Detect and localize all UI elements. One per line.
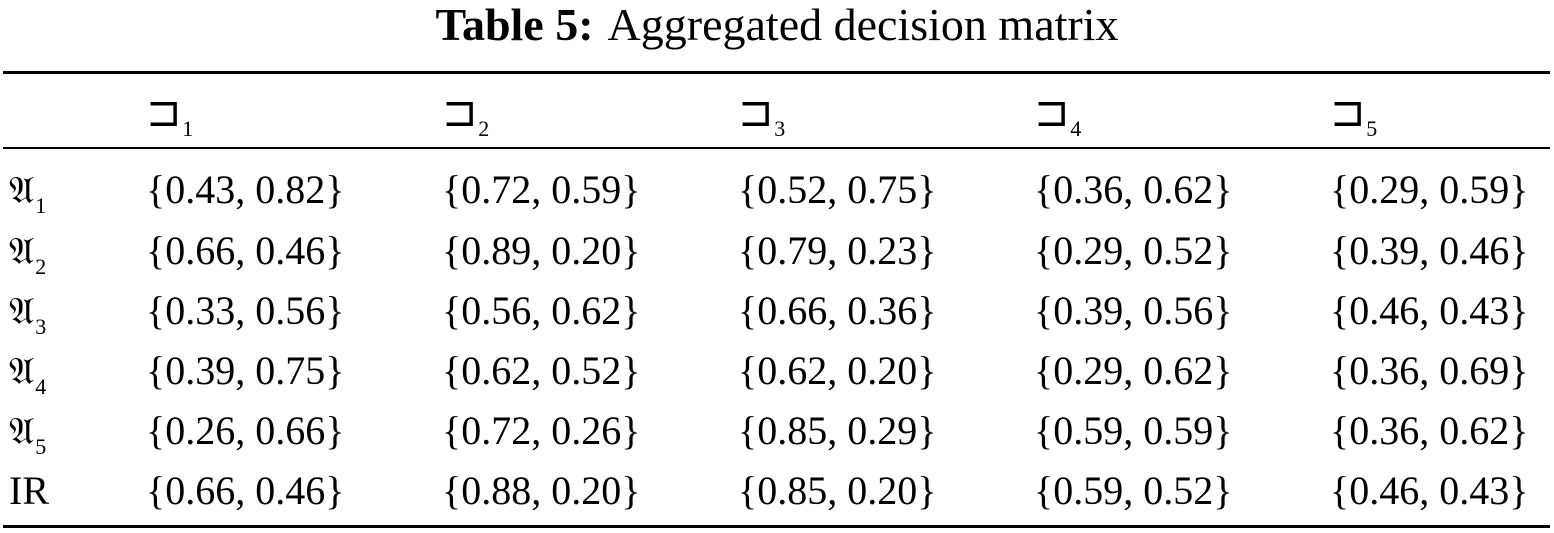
header-row: ⊐1 ⊐2 ⊐3 ⊐4 ⊐5	[3, 74, 1554, 148]
column-header: ⊐4	[1034, 74, 1330, 148]
table-cell: {0.59, 0.52}	[1034, 467, 1233, 513]
table-cell: {0.39, 0.75}	[146, 347, 345, 393]
table-number: Table 5:	[435, 0, 594, 50]
criterion-index: 2	[478, 115, 490, 141]
table-cell: {0.85, 0.29}	[738, 407, 937, 453]
table-cell: {0.79, 0.23}	[738, 227, 937, 273]
column-header: ⊐1	[146, 74, 442, 148]
alternative-index: 3	[35, 313, 47, 339]
criterion-symbol: ⊐	[442, 86, 478, 136]
table-cell: {0.33, 0.56}	[146, 287, 345, 333]
table-cell: {0.26, 0.66}	[146, 407, 345, 453]
table-row: 𝔄2 {0.66, 0.46} {0.89, 0.20} {0.79, 0.23…	[3, 220, 1554, 280]
table-cell: {0.62, 0.52}	[442, 347, 641, 393]
alternative-symbol: 𝔄	[9, 228, 35, 273]
table-cell: {0.66, 0.36}	[738, 287, 937, 333]
alternative-index: 5	[35, 433, 47, 459]
criterion-index: 5	[1366, 115, 1378, 141]
table-cell: {0.85, 0.20}	[738, 467, 937, 513]
table-cell: {0.46, 0.43}	[1330, 467, 1529, 513]
criterion-index: 3	[774, 115, 786, 141]
criterion-symbol: ⊐	[1034, 86, 1070, 136]
table-cell: {0.29, 0.62}	[1034, 347, 1233, 393]
table-caption: Table 5: Aggregated decision matrix	[0, 0, 1554, 62]
column-header: ⊐3	[738, 74, 1034, 148]
table-cell: {0.36, 0.69}	[1330, 347, 1529, 393]
column-header: ⊐2	[442, 74, 738, 148]
criterion-index: 1	[182, 115, 194, 141]
table-cell: {0.46, 0.43}	[1330, 287, 1529, 333]
alternative-symbol: 𝔄	[9, 348, 35, 393]
alternative-index: 2	[35, 253, 47, 279]
table-row: 𝔄3 {0.33, 0.56} {0.56, 0.62} {0.66, 0.36…	[3, 280, 1554, 340]
corner-cell	[3, 74, 146, 148]
table-row: 𝔄1 {0.43, 0.82} {0.72, 0.59} {0.52, 0.75…	[3, 148, 1554, 220]
table-cell: {0.66, 0.46}	[146, 227, 345, 273]
criterion-symbol: ⊐	[738, 86, 774, 136]
table-row: 𝔄4 {0.39, 0.75} {0.62, 0.52} {0.62, 0.20…	[3, 340, 1554, 400]
table-cell: {0.62, 0.20}	[738, 347, 937, 393]
table-cell: {0.59, 0.59}	[1034, 407, 1233, 453]
alternative-symbol: 𝔄	[9, 288, 35, 333]
criterion-symbol: ⊐	[1330, 86, 1366, 136]
table-cell: {0.72, 0.59}	[442, 166, 641, 212]
table-cell: {0.89, 0.20}	[442, 227, 641, 273]
bottom-rule	[3, 525, 1550, 528]
alternative-index: 4	[35, 373, 47, 399]
table-cell: {0.29, 0.59}	[1330, 166, 1529, 212]
row-header: IR	[9, 467, 49, 513]
criterion-index: 4	[1070, 115, 1082, 141]
table-title: Aggregated decision matrix	[607, 0, 1119, 50]
row-header: 𝔄3	[3, 280, 146, 340]
alternative-symbol: 𝔄	[9, 167, 35, 212]
alternative-index: 1	[35, 192, 47, 218]
table-cell: {0.43, 0.82}	[146, 166, 345, 212]
table-cell: {0.39, 0.46}	[1330, 227, 1529, 273]
row-header: 𝔄5	[3, 400, 146, 460]
table-cell: {0.29, 0.52}	[1034, 227, 1233, 273]
table-cell: {0.66, 0.46}	[146, 467, 345, 513]
row-header: 𝔄4	[3, 340, 146, 400]
table-cell: {0.88, 0.20}	[442, 467, 641, 513]
table-cell: {0.52, 0.75}	[738, 166, 937, 212]
table-row: 𝔄5 {0.26, 0.66} {0.72, 0.26} {0.85, 0.29…	[3, 400, 1554, 460]
table-cell: {0.36, 0.62}	[1330, 407, 1529, 453]
top-rule	[3, 71, 1550, 74]
decision-matrix-table: ⊐1 ⊐2 ⊐3 ⊐4 ⊐5 𝔄1 {0.43, 0.82} {0.72, 0.…	[3, 74, 1554, 520]
alternative-symbol: 𝔄	[9, 408, 35, 453]
criterion-symbol: ⊐	[146, 86, 182, 136]
table-row: IR {0.66, 0.46} {0.88, 0.20} {0.85, 0.20…	[3, 460, 1554, 520]
table-cell: {0.36, 0.62}	[1034, 166, 1233, 212]
row-header: 𝔄2	[3, 220, 146, 280]
table-cell: {0.56, 0.62}	[442, 287, 641, 333]
column-header: ⊐5	[1330, 74, 1554, 148]
table-cell: {0.72, 0.26}	[442, 407, 641, 453]
row-header: 𝔄1	[3, 148, 146, 220]
header-rule	[3, 147, 1550, 149]
table-cell: {0.39, 0.56}	[1034, 287, 1233, 333]
